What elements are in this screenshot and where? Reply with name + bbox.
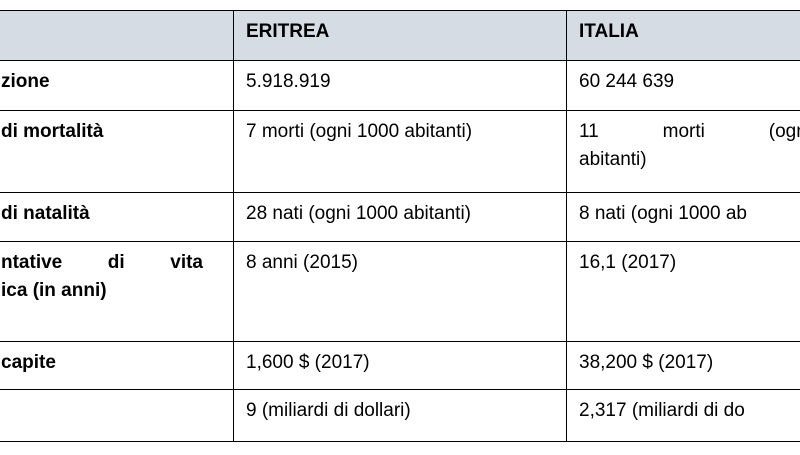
cell-text: ntative di vita xyxy=(1,252,203,273)
cell-text: 38,200 $ (2017) xyxy=(579,352,714,373)
cell-text: zione xyxy=(1,71,50,92)
cell-text: 8 anni (2015) xyxy=(246,252,358,273)
eritrea-cell: 9 (miliardi di dollari) xyxy=(233,389,567,442)
header-cell: ITALIA xyxy=(566,10,800,61)
cell-text: 2,317 (miliardi di do xyxy=(579,400,745,421)
cell-text: 1,600 $ (2017) xyxy=(246,352,370,373)
cell-text: 16,1 (2017) xyxy=(579,252,677,273)
cell-text: di mortalità xyxy=(1,121,104,142)
italia-cell: 11 morti (ogni abitanti) xyxy=(566,110,800,193)
eritrea-cell: 1,600 $ (2017) xyxy=(233,341,567,390)
label-cell: ntative di vita ica (in anni) xyxy=(0,241,234,342)
label-cell xyxy=(0,389,234,442)
header-text: ERITREA xyxy=(246,21,330,42)
cell-text: ica (in anni) xyxy=(1,280,107,301)
label-cell: di natalità xyxy=(0,192,234,242)
cell-text: 7 morti (ogni 1000 abitanti) xyxy=(246,121,473,142)
cell-text: 28 nati (ogni 1000 abitanti) xyxy=(246,203,471,224)
italia-cell: 38,200 $ (2017) xyxy=(566,341,800,390)
cell-text: 5.918.919 xyxy=(246,71,331,92)
header-cell xyxy=(0,10,234,61)
cell-text: 8 nati (ogni 1000 ab xyxy=(579,203,747,224)
eritrea-cell: 7 morti (ogni 1000 abitanti) xyxy=(233,110,567,193)
italia-cell: 8 nati (ogni 1000 ab xyxy=(566,192,800,242)
label-cell: di mortalità xyxy=(0,110,234,193)
cell-text: 11 morti (ogni xyxy=(579,121,800,142)
cell-text: abitanti) xyxy=(579,149,647,170)
italia-cell: 60 244 639 xyxy=(566,60,800,111)
eritrea-cell: 8 anni (2015) xyxy=(233,241,567,342)
label-cell: capite xyxy=(0,341,234,390)
cell-text: di natalità xyxy=(1,203,90,224)
cell-text: capite xyxy=(1,352,56,373)
italia-cell: 2,317 (miliardi di do xyxy=(566,389,800,442)
eritrea-cell: 28 nati (ogni 1000 abitanti) xyxy=(233,192,567,242)
header-cell: ERITREA xyxy=(233,10,567,61)
cell-text: 60 244 639 xyxy=(579,71,675,92)
label-cell: zione xyxy=(0,60,234,111)
header-text: ITALIA xyxy=(579,21,639,42)
eritrea-cell: 5.918.919 xyxy=(233,60,567,111)
cell-text: 9 (miliardi di dollari) xyxy=(246,400,411,421)
italia-cell: 16,1 (2017) xyxy=(566,241,800,342)
